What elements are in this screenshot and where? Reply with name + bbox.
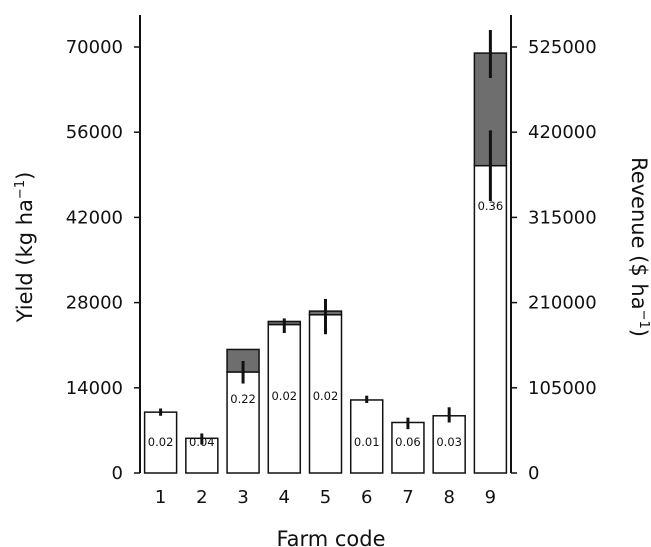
x-tick-label: 5 bbox=[320, 487, 331, 508]
bar-data-label: 0.02 bbox=[148, 435, 174, 449]
bar-data-label: 0.01 bbox=[354, 435, 380, 449]
bar-data-label: 0.36 bbox=[478, 199, 504, 213]
x-tick-label: 2 bbox=[196, 487, 207, 508]
x-tick-label: 8 bbox=[443, 487, 454, 508]
bar-data-label: 0.02 bbox=[271, 389, 297, 403]
y-tick-label-left: 0 bbox=[112, 463, 123, 484]
y-tick-label-left: 42000 bbox=[66, 207, 123, 228]
bar-base bbox=[349, 399, 384, 474]
bar-data-label: 0.03 bbox=[436, 435, 462, 449]
error-bars bbox=[159, 29, 492, 445]
y-tick-label-left: 70000 bbox=[66, 37, 123, 58]
y-tick-label-right: 315000 bbox=[528, 207, 597, 228]
y-axis-left-title: Yield (kg ha−1) bbox=[13, 172, 37, 324]
bar-base bbox=[432, 415, 466, 474]
y-axis-right-title: Revenue ($ ha−1) bbox=[627, 157, 651, 337]
bar-data-label: 0.22 bbox=[230, 392, 256, 406]
y-tick-label-left: 56000 bbox=[66, 122, 123, 143]
bar-base bbox=[473, 164, 508, 474]
bar-base bbox=[308, 314, 343, 474]
x-axis-title: Farm code bbox=[276, 527, 385, 547]
y-tick-label-right: 525000 bbox=[528, 37, 597, 58]
y-tick-label-left: 28000 bbox=[66, 293, 123, 314]
bar-data-label: 0.02 bbox=[313, 389, 339, 403]
bar-base bbox=[226, 371, 260, 474]
bar-base bbox=[143, 411, 178, 474]
x-tick-label: 1 bbox=[155, 487, 166, 508]
bars bbox=[143, 52, 508, 474]
y-tick-label-right: 420000 bbox=[528, 122, 597, 143]
tick-labels: 0 14000 28000 42000 56000 70000 0 105000 210000 3… bbox=[66, 37, 597, 508]
y-tick-label-right: 105000 bbox=[528, 378, 597, 399]
y-tick-label-left: 14000 bbox=[66, 378, 123, 399]
x-tick-label: 9 bbox=[485, 487, 496, 508]
x-tick-label: 4 bbox=[279, 487, 290, 508]
x-tick-label: 7 bbox=[402, 487, 413, 508]
bar-base bbox=[267, 323, 302, 474]
axes bbox=[134, 15, 517, 474]
bar-data-label: 0.06 bbox=[395, 435, 421, 449]
y-tick-label-right: 0 bbox=[528, 463, 539, 484]
x-tick-label: 3 bbox=[237, 487, 248, 508]
y-tick-label-right: 210000 bbox=[528, 293, 597, 314]
x-tick-label: 6 bbox=[361, 487, 372, 508]
